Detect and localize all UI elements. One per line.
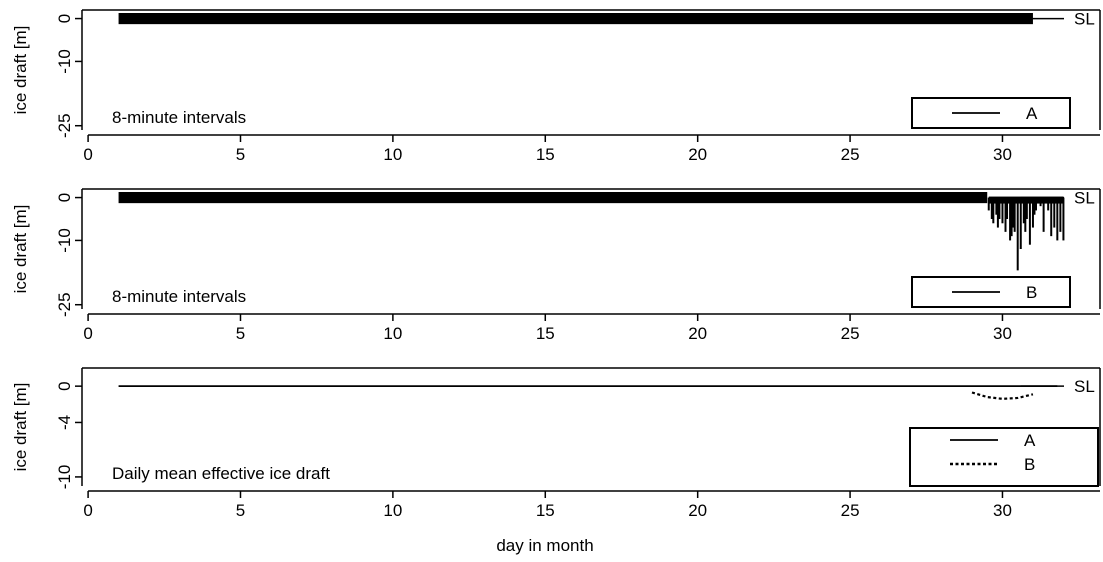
x-tick-label: 10 [383,324,402,343]
x-tick-label: 30 [993,145,1012,164]
x-tick-label: 20 [688,324,707,343]
panel-annotation: 8-minute intervals [112,108,246,127]
x-tick-label: 10 [383,145,402,164]
y-tick-label: -10 [55,49,74,74]
x-tick-label: 15 [536,145,555,164]
legend-label: A [1026,104,1038,123]
y-tick-label: -25 [55,292,74,317]
x-tick-label: 20 [688,501,707,520]
sea-level-label: SL [1074,377,1095,396]
x-tick-label: 0 [83,501,92,520]
y-tick-label: 0 [55,381,74,390]
y-tick-label: -10 [55,228,74,253]
x-tick-label: 25 [841,501,860,520]
x-axis-label: day in month [496,536,593,555]
x-tick-label: 5 [236,145,245,164]
x-tick-label: 25 [841,324,860,343]
sea-level-label: SL [1074,10,1095,29]
sea-level-label: SL [1074,189,1095,208]
x-tick-label: 15 [536,324,555,343]
legend-label: A [1024,431,1036,450]
x-tick-label: 5 [236,324,245,343]
panel-2: 0 5 10 15 20 25 30 0 -10 -25 ice draft [m] 8-minute… [11,188,1101,343]
x-tick-label: 15 [536,501,555,520]
x-tick-label: 10 [383,501,402,520]
panel-1: 0 5 10 15 20 25 30 0 -10 -25 ice draft [m] 8-minute… [11,9,1101,164]
y-axis-label: ice draft [m] [11,205,30,294]
series-A-band [118,13,1033,25]
legend-box [909,427,1099,487]
y-tick-label: -4 [55,415,74,430]
legend-label: B [1026,283,1037,302]
y-tick-label: -10 [55,465,74,490]
legend-label: B [1024,455,1035,474]
series-B-spike-base [988,196,1064,204]
y-axis-label: ice draft [m] [11,26,30,115]
series-B-band [118,192,988,204]
x-tick-label: 25 [841,145,860,164]
panel-annotation: 8-minute intervals [112,287,246,306]
x-tick-label: 0 [83,324,92,343]
x-tick-label: 20 [688,145,707,164]
y-axis-label: ice draft [m] [11,383,30,472]
x-tick-label: 5 [236,501,245,520]
y-tick-label: 0 [55,193,74,202]
y-tick-label: 0 [55,14,74,23]
x-tick-label: 30 [993,324,1012,343]
x-tick-label: 30 [993,501,1012,520]
panel-3: 0 5 10 15 20 25 30 0 -4 -10 ice draft [m] Daily mea… [11,367,1101,520]
series-B-line [971,391,1034,400]
x-tick-label: 0 [83,145,92,164]
y-tick-label: -25 [55,113,74,138]
panel-annotation: Daily mean effective ice draft [112,464,330,483]
